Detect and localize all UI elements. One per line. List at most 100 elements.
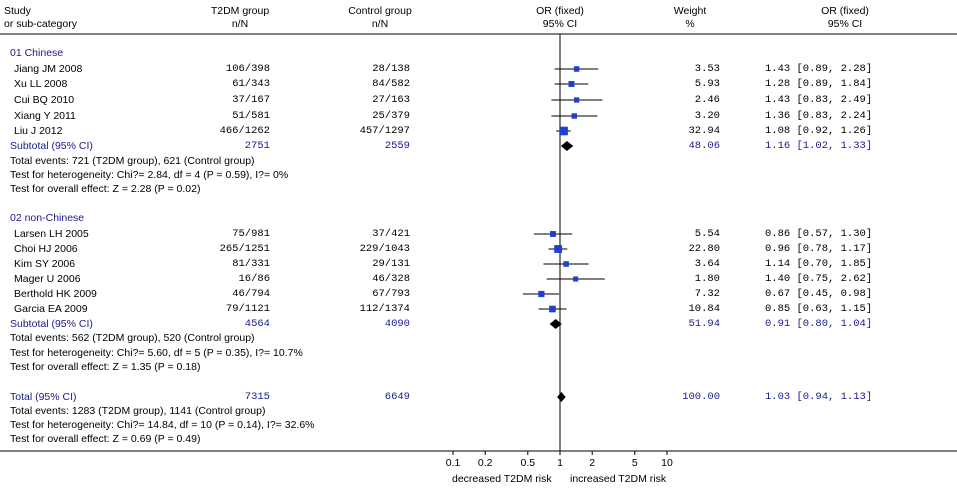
study-name: Liu J 2012 xyxy=(14,125,63,137)
control-value: 84/582 xyxy=(372,78,410,90)
control-value: 46/328 xyxy=(372,273,410,285)
or-ci-value: 0.85 [0.63, 1.15] xyxy=(765,303,873,315)
or-point xyxy=(571,113,578,119)
study-name: Berthold HK 2009 xyxy=(14,288,97,300)
study-name: Cui BQ 2010 xyxy=(14,94,75,106)
subtotal-control: 2559 xyxy=(384,140,410,152)
control-value: 28/138 xyxy=(372,63,410,75)
subtotal-ci: 0.91 [0.80, 1.04] xyxy=(765,318,873,330)
group-title: 01 Chinese xyxy=(10,47,64,59)
study-name: Larsen LH 2005 xyxy=(14,228,89,240)
x-label-left: decreased T2DM risk xyxy=(452,473,552,485)
x-tick-label: 10 xyxy=(661,457,673,469)
or-ci-value: 0.67 [0.45, 0.98] xyxy=(765,288,873,300)
or-point xyxy=(549,305,556,313)
weight-value: 3.53 xyxy=(694,63,720,75)
or-ci-value: 1.36 [0.83, 2.24] xyxy=(765,110,873,122)
t2dm-value: 106/398 xyxy=(225,63,270,75)
or-point xyxy=(550,231,556,237)
or-ci-value: 1.28 [0.89, 1.84] xyxy=(765,78,873,90)
t2dm-value: 81/331 xyxy=(232,258,270,270)
study-name: Kim SY 2006 xyxy=(14,258,76,270)
study-name: Choi HJ 2006 xyxy=(14,243,78,255)
or-ci-value: 1.43 [0.83, 2.49] xyxy=(765,94,873,106)
or-ci-value: 1.43 [0.89, 2.28] xyxy=(765,63,873,75)
subtotal-diamond xyxy=(549,319,562,329)
x-tick-label: 2 xyxy=(589,457,595,469)
t2dm-value: 61/343 xyxy=(232,78,270,90)
total-control: 6649 xyxy=(384,391,410,403)
subtotal-weight: 51.94 xyxy=(688,318,720,330)
study-name: Garcia EA 2009 xyxy=(14,303,88,315)
total-ci: 1.03 [0.94, 1.13] xyxy=(765,391,873,403)
or-point xyxy=(573,276,579,282)
control-value: 27/163 xyxy=(372,94,410,106)
weight-value: 5.54 xyxy=(694,228,720,240)
overall-effect: Test for overall effect: Z = 0.69 (P = 0… xyxy=(10,433,201,445)
control-value: 112/1374 xyxy=(359,303,410,315)
or-ci-value: 0.96 [0.78, 1.17] xyxy=(765,243,873,255)
t2dm-value: 46/794 xyxy=(232,288,270,300)
subtotal-ci: 1.16 [1.02, 1.33] xyxy=(765,140,873,152)
total-diamond xyxy=(557,392,566,402)
subtotal-t2dm: 4564 xyxy=(244,318,270,330)
or-point xyxy=(559,126,568,136)
x-tick-label: 1 xyxy=(557,457,563,469)
or-point xyxy=(538,290,545,298)
total-events: Total events: 1283 (T2DM group), 1141 (C… xyxy=(10,405,266,417)
header-orci: OR (fixed) xyxy=(821,5,869,17)
header-control-nn: n/N xyxy=(371,18,389,30)
study-name: Xiang Y 2011 xyxy=(14,110,76,122)
heterogeneity-test: Test for heterogeneity: Chi?= 2.84, df =… xyxy=(10,169,289,181)
or-point xyxy=(563,261,569,267)
study-name: Xu LL 2008 xyxy=(14,78,68,90)
header-subcategory: or sub-category xyxy=(4,18,77,30)
header-t2dm: T2DM group xyxy=(210,5,270,17)
weight-value: 3.64 xyxy=(694,258,720,270)
weight-value: 22.80 xyxy=(688,243,720,255)
x-tick-label: 0.2 xyxy=(478,457,493,469)
subtotal-control: 4090 xyxy=(384,318,410,330)
weight-value: 10.84 xyxy=(688,303,720,315)
or-point xyxy=(568,81,575,87)
total-label: Total (95% CI) xyxy=(10,391,77,403)
weight-value: 2.46 xyxy=(694,94,720,106)
study-name: Mager U 2006 xyxy=(14,273,81,285)
weight-value: 1.80 xyxy=(694,273,720,285)
header-study: Study xyxy=(4,5,31,17)
or-ci-value: 1.08 [0.92, 1.26] xyxy=(765,125,873,137)
t2dm-value: 16/86 xyxy=(238,273,270,285)
x-tick-label: 0.1 xyxy=(446,457,461,469)
total-events: Total events: 721 (T2DM group), 621 (Con… xyxy=(10,155,255,167)
header-or: OR (fixed) xyxy=(536,5,584,17)
header-weight-pct: % xyxy=(685,18,695,30)
header-or-ci: 95% CI xyxy=(542,18,578,30)
group-title: 02 non-Chinese xyxy=(10,212,85,224)
control-value: 37/421 xyxy=(372,228,410,240)
or-ci-value: 1.40 [0.75, 2.62] xyxy=(765,273,873,285)
subtotal-label: Subtotal (95% CI) xyxy=(10,140,93,152)
control-value: 29/131 xyxy=(372,258,410,270)
header-weight: Weight xyxy=(673,5,707,17)
total-events: Total events: 562 (T2DM group), 520 (Con… xyxy=(10,332,255,344)
heterogeneity-test: Test for heterogeneity: Chi?= 14.84, df … xyxy=(10,419,315,431)
t2dm-value: 466/1262 xyxy=(219,125,270,137)
total-weight: 100.00 xyxy=(682,391,720,403)
weight-value: 3.20 xyxy=(694,110,720,122)
t2dm-value: 51/581 xyxy=(232,110,270,122)
x-tick-label: 5 xyxy=(632,457,638,469)
or-ci-value: 1.14 [0.70, 1.85] xyxy=(765,258,873,270)
weight-value: 7.32 xyxy=(694,288,720,300)
control-value: 229/1043 xyxy=(359,243,410,255)
x-tick-label: 0.5 xyxy=(520,457,535,469)
t2dm-value: 79/1121 xyxy=(225,303,270,315)
or-ci-value: 0.86 [0.57, 1.30] xyxy=(765,228,873,240)
subtotal-t2dm: 2751 xyxy=(244,140,270,152)
subtotal-label: Subtotal (95% CI) xyxy=(10,318,93,330)
control-value: 67/793 xyxy=(372,288,410,300)
or-point xyxy=(573,66,580,72)
control-value: 457/1297 xyxy=(359,125,410,137)
header-t2dm-nn: n/N xyxy=(231,18,249,30)
study-name: Jiang JM 2008 xyxy=(14,63,83,75)
